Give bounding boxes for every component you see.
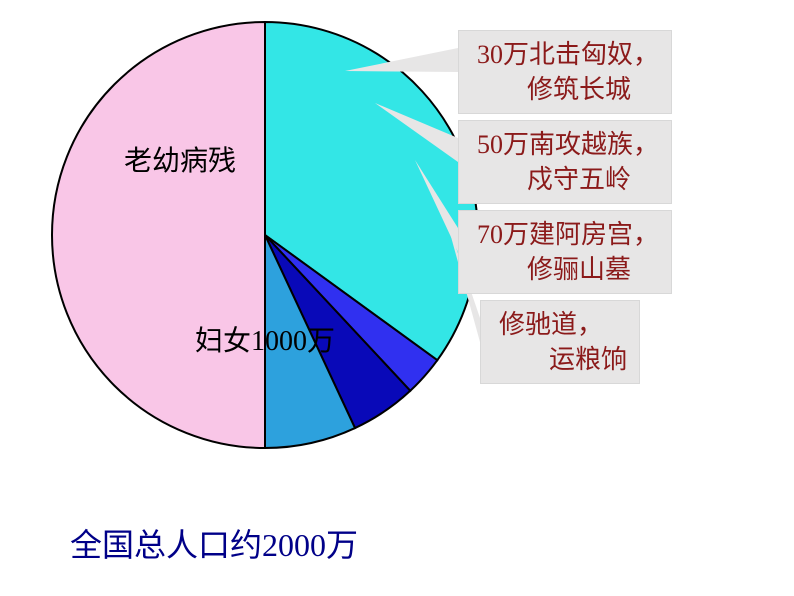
callout-line1: 70万建阿房宫， xyxy=(477,217,659,252)
callout-line1: 50万南攻越族， xyxy=(477,127,659,162)
slice-label-women: 妇女1000万 xyxy=(195,325,335,357)
callout-yue: 50万南攻越族，戍守五岭 xyxy=(458,120,672,204)
callout-line2: 修筑长城 xyxy=(477,72,659,107)
callout-roads: 修驰道，运粮饷 xyxy=(480,300,640,384)
pie-slice-women xyxy=(52,22,265,448)
slice-label-disabled: 老幼病残 xyxy=(124,145,236,177)
callout-palace: 70万建阿房宫，修骊山墓 xyxy=(458,210,672,294)
footer-total-population: 全国总人口约2000万 xyxy=(70,520,358,566)
callout-line1: 30万北击匈奴， xyxy=(477,37,659,72)
pie-svg: 老幼病残 妇女1000万 xyxy=(50,20,480,450)
callout-line1: 修驰道， xyxy=(499,307,627,342)
callout-xiongnu: 30万北击匈奴，修筑长城 xyxy=(458,30,672,114)
pie-chart: 老幼病残 妇女1000万 xyxy=(50,20,480,450)
callout-line2: 戍守五岭 xyxy=(477,162,659,197)
callout-line2: 修骊山墓 xyxy=(477,252,659,287)
callout-line2: 运粮饷 xyxy=(499,342,627,377)
